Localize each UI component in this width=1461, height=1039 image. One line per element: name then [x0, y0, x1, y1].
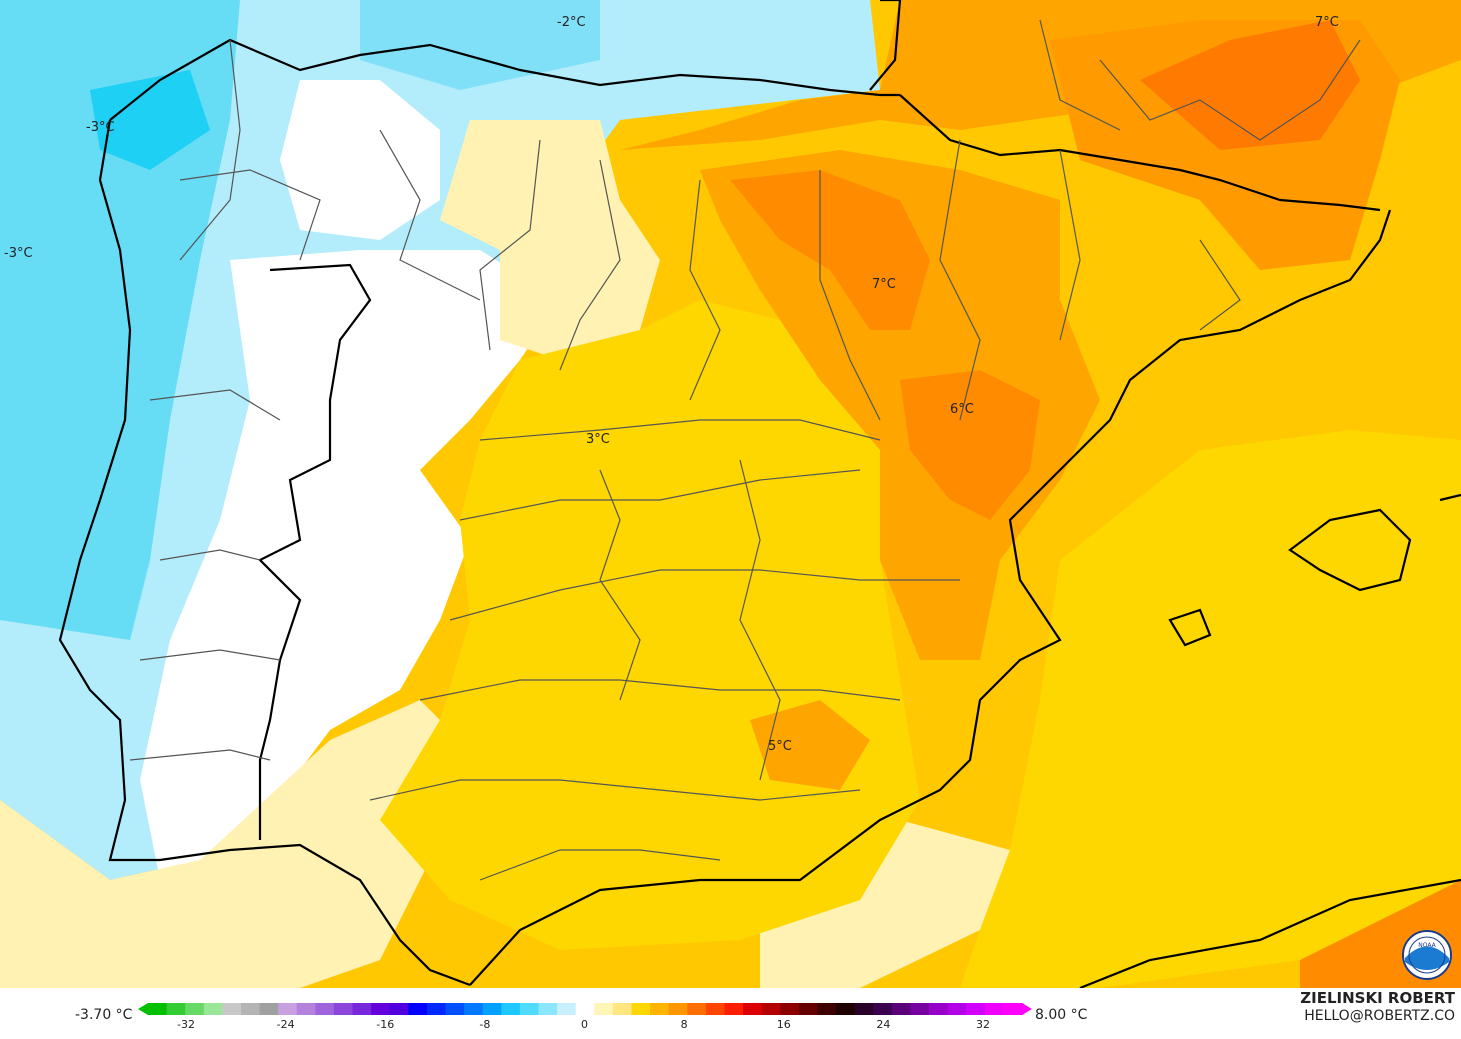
legend-swatch [984, 1003, 1005, 1015]
credit-email: HELLO@ROBERTZ.CO [1304, 1008, 1455, 1024]
legend-swatch [836, 1003, 856, 1015]
legend-swatch [557, 1003, 577, 1015]
label-murcia: 5°C [768, 739, 792, 754]
legend-swatch [240, 1003, 261, 1015]
label-north-sea: -2°C [557, 15, 586, 30]
legend-swatch [724, 1003, 744, 1015]
legend-swatch [519, 1003, 540, 1015]
legend-swatch [947, 1003, 967, 1015]
province-borders [129, 19, 1361, 881]
legend-swatch [222, 1003, 242, 1015]
legend-tick-label: -16 [376, 1018, 394, 1031]
warm-region-ebro [700, 150, 1100, 660]
legend-swatch [929, 1003, 949, 1015]
legend-swatch [501, 1003, 521, 1015]
label-atlantic: -3°C [4, 246, 33, 261]
color-legend: -32 -24 -16 -8 0 8 16 24 32 [0, 988, 1461, 1035]
legend-arrow-left [138, 1003, 148, 1015]
legend-tick-label: 24 [876, 1018, 890, 1031]
legend-tick-label: -8 [479, 1018, 490, 1031]
legend-swatch [371, 1003, 391, 1015]
legend-swatch [668, 1003, 688, 1015]
temperature-map: -2°C -3°C -3°C 7°C 7°C 6°C 3°C 5°C NOAA [0, 0, 1461, 988]
legend-swatch [296, 1003, 316, 1015]
hot-core-teruel [900, 370, 1040, 520]
warm-region-interior [380, 300, 920, 950]
legend-tick-label: -24 [277, 1018, 295, 1031]
legend-swatch [1003, 1003, 1023, 1015]
hot-core-france [1140, 20, 1360, 150]
legend-tick-label: 8 [681, 1018, 688, 1031]
legend-swatch [631, 1003, 651, 1015]
label-teruel: 6°C [950, 402, 974, 417]
legend-swatch [687, 1003, 707, 1015]
sea-region-east [960, 430, 1461, 988]
legend-swatch [203, 1003, 223, 1015]
legend-swatch [464, 1003, 484, 1015]
neutral-region-west [140, 250, 560, 880]
legend-tick-label: 32 [976, 1018, 990, 1031]
label-ebro: 7°C [872, 277, 896, 292]
legend-swatch [780, 1003, 800, 1015]
noaa-logo: NOAA [1402, 930, 1452, 980]
legend-swatch [575, 1003, 595, 1015]
legend-arrow-right [1022, 1003, 1032, 1015]
legend-tick-label: 16 [777, 1018, 791, 1031]
coastline-borders [58, 0, 1461, 988]
legend-tick-label: 0 [581, 1018, 588, 1031]
legend-swatch [148, 1003, 168, 1015]
hot-core-murcia [750, 700, 870, 790]
legend-colorbar: -32 -24 -16 -8 0 8 16 24 32 [138, 1003, 1032, 1031]
legend-swatch [873, 1003, 893, 1015]
legend-swatch [650, 1003, 670, 1015]
credit-name: ZIELINSKI ROBERT [1300, 989, 1455, 1007]
legend-swatch [166, 1003, 186, 1015]
legend-min-label: -3.70 °C [75, 1007, 133, 1023]
legend-swatch [798, 1003, 819, 1015]
legend-swatch [389, 1003, 409, 1015]
noaa-logo-text: NOAA [1418, 942, 1436, 949]
label-france: 7°C [1315, 15, 1339, 30]
cold-region-deep [0, 0, 240, 640]
pale-region-south [0, 700, 480, 988]
legend-swatch [333, 1003, 354, 1015]
legend-swatch [891, 1003, 912, 1015]
legend-swatch [966, 1003, 986, 1015]
pale-region-sea [760, 820, 1010, 988]
legend-swatch [352, 1003, 372, 1015]
legend-swatch [426, 1003, 447, 1015]
legend-swatch [538, 1003, 558, 1015]
legend-swatch [743, 1003, 763, 1015]
legend-swatch [278, 1003, 298, 1015]
legend-swatch [315, 1003, 335, 1015]
label-madrid: 3°C [586, 432, 610, 447]
cold-region-core [90, 70, 210, 170]
legend-max-label: 8.00 °C [1035, 1007, 1088, 1023]
legend-swatch [482, 1003, 502, 1015]
hot-core-ebro [730, 170, 930, 330]
pale-region [440, 120, 660, 360]
legend-swatch [761, 1003, 781, 1015]
legend-swatch [185, 1003, 205, 1015]
legend-swatch [910, 1003, 930, 1015]
legend-swatch [259, 1003, 279, 1015]
legend-swatch [854, 1003, 874, 1015]
legend-swatch [445, 1003, 465, 1015]
legend-swatch [408, 1003, 428, 1015]
legend-swatch [817, 1003, 837, 1015]
cold-region-biscay [360, 0, 600, 90]
legend-tick-label: -32 [177, 1018, 195, 1031]
label-galicia: -3°C [86, 120, 115, 135]
legend-swatch [612, 1003, 633, 1015]
legend-swatch [705, 1003, 726, 1015]
legend-swatch [594, 1003, 614, 1015]
